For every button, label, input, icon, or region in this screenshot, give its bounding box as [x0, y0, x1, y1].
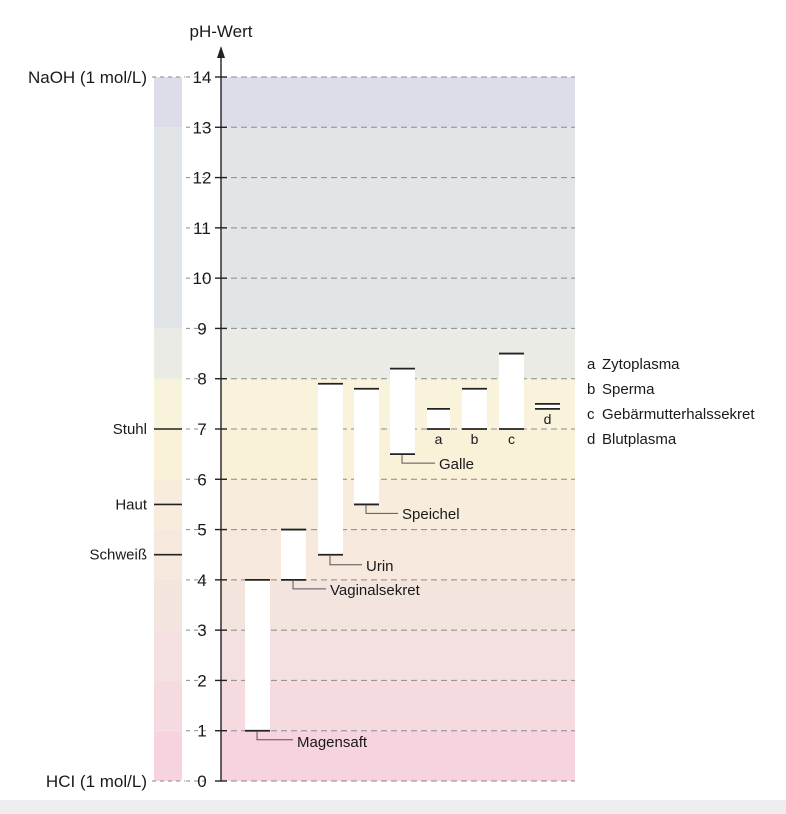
legend-text-d: Blutplasma	[602, 431, 677, 448]
left-markers: NaOH (1 mol/L) Stuhl Haut Schweiß HCI (1 mol…	[28, 68, 185, 791]
range-bar-d	[535, 403, 560, 409]
marker-label-2: Haut	[115, 496, 148, 513]
range-leader-Urin	[329, 555, 362, 566]
scale-band-10	[154, 77, 182, 128]
range-label-Urin: Urin	[366, 558, 394, 575]
plot-band-4	[221, 529, 575, 580]
scale-band-9	[154, 127, 182, 329]
range-label-Vaginalsekret: Vaginalsekret	[330, 582, 421, 599]
tick-label-3: 3	[197, 621, 206, 640]
range-bar-c	[499, 353, 524, 429]
marker-label-1: Stuhl	[113, 421, 147, 438]
scale-band-2	[154, 630, 182, 681]
scale-band-7	[154, 378, 182, 429]
legend-text-a: Zytoplasma	[602, 356, 680, 373]
range-label-b: b	[471, 431, 479, 447]
y-axis-title: pH-Wert	[190, 22, 253, 41]
tick-label-12: 12	[193, 169, 212, 188]
plot-band-5	[221, 479, 575, 530]
plot-band-10	[221, 77, 575, 128]
plot-band-2	[221, 630, 575, 681]
range-bars: Magensaft Vaginalsekret Urin Speichel Galle a…	[245, 352, 560, 751]
range-label-Galle: Galle	[439, 456, 474, 473]
legend-text-c: Gebärmutterhalssekret	[602, 406, 755, 423]
range-bar-Galle	[390, 368, 415, 455]
scale-band-8	[154, 328, 182, 379]
range-label-a: a	[435, 431, 443, 447]
range-bar-Magensaft	[245, 579, 270, 731]
scale-band-1	[154, 680, 182, 731]
tick-label-11: 11	[193, 219, 211, 238]
marker-label-4: HCI (1 mol/L)	[46, 772, 147, 791]
tick-label-14: 14	[193, 68, 212, 87]
range-bar-Speichel	[354, 388, 379, 505]
marker-label-3: Schweiß	[89, 547, 147, 564]
tick-label-13: 13	[193, 118, 212, 137]
tick-label-9: 9	[197, 319, 206, 338]
tick-label-8: 8	[197, 370, 206, 389]
tick-label-0: 0	[197, 772, 206, 791]
range-bar-b	[462, 388, 487, 429]
y-axis: pH-Wert	[190, 22, 253, 781]
legend-text-b: Sperma	[602, 381, 655, 398]
tick-label-2: 2	[197, 671, 206, 690]
tick-label-7: 7	[197, 420, 206, 439]
legend-key-d: d	[587, 431, 595, 448]
plot-band-0	[221, 730, 575, 781]
range-bar-a	[427, 408, 450, 429]
range-label-Speichel: Speichel	[402, 506, 460, 523]
range-bar-Vaginalsekret	[281, 529, 306, 580]
scale-band-6	[154, 429, 182, 480]
bottom-strip	[0, 800, 786, 814]
tick-label-5: 5	[197, 521, 206, 540]
range-bar-Urin	[318, 383, 343, 555]
plot-band-3	[221, 579, 575, 631]
range-label-d: d	[544, 411, 552, 427]
legend-key-b: b	[587, 381, 595, 398]
tick-label-1: 1	[197, 722, 206, 741]
range-label-Magensaft: Magensaft	[297, 734, 368, 751]
tick-label-6: 6	[197, 470, 206, 489]
scale-band-0	[154, 730, 182, 781]
marker-label-0: NaOH (1 mol/L)	[28, 68, 147, 87]
range-label-c: c	[508, 431, 515, 447]
legend-key-a: a	[587, 356, 596, 373]
legend-key-c: c	[587, 406, 595, 423]
tick-label-10: 10	[193, 269, 212, 288]
range-leader-Galle	[401, 455, 435, 464]
y-axis-arrow	[217, 46, 225, 58]
range-leader-Vaginalsekret	[292, 580, 326, 590]
plot-band-1	[221, 680, 575, 731]
scale-band-3	[154, 579, 182, 631]
range-leader-Magensaft	[256, 731, 293, 741]
tick-label-4: 4	[197, 571, 206, 590]
range-leader-Speichel	[365, 505, 398, 514]
